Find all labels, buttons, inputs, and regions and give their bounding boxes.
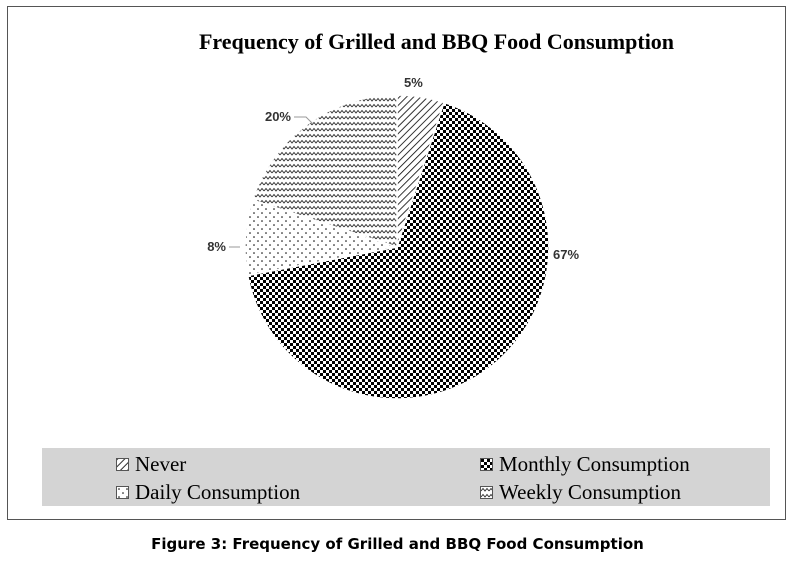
legend-swatch xyxy=(116,457,129,471)
leader-lines xyxy=(229,116,314,248)
legend-label: Weekly Consumption xyxy=(499,479,682,504)
chart-title: Frequency of Grilled and BBQ Food Consum… xyxy=(198,29,675,54)
legend-swatch xyxy=(480,485,493,499)
legend: Never Monthly Consumption Daily Consumptio… xyxy=(42,448,770,506)
data-label: 8% xyxy=(207,239,226,254)
leader-line xyxy=(294,116,314,125)
legend-swatch xyxy=(480,457,493,471)
pie-slice-weekly-consumption xyxy=(251,94,398,249)
legend-item: Never xyxy=(116,450,186,478)
pie-chart: 5% 67% 8% 20% xyxy=(207,75,579,400)
legend-item: Daily Consumption xyxy=(116,478,300,506)
chart-frame: Frequency of Grilled and BBQ Food Consum… xyxy=(7,6,786,520)
legend-item: Weekly Consumption xyxy=(480,478,681,506)
legend-label: Monthly Consumption xyxy=(499,451,690,476)
pie-slice-monthly-consumption xyxy=(246,101,550,400)
legend-swatch xyxy=(116,485,129,499)
data-label: 20% xyxy=(265,109,291,124)
legend-label: Never xyxy=(135,451,187,476)
data-labels: 5% 67% 8% 20% xyxy=(207,75,579,262)
data-label: 5% xyxy=(404,75,423,90)
data-label: 67% xyxy=(553,247,579,262)
pie-slices xyxy=(244,94,550,400)
legend-label: Daily Consumption xyxy=(135,479,301,504)
figure-caption: Figure 3: Frequency of Grilled and BBQ F… xyxy=(151,535,644,553)
legend-item: Monthly Consumption xyxy=(480,450,690,478)
